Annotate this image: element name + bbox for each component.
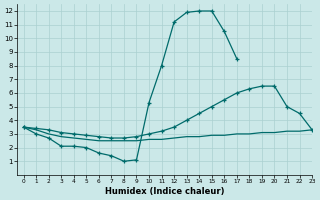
X-axis label: Humidex (Indice chaleur): Humidex (Indice chaleur) <box>105 187 224 196</box>
